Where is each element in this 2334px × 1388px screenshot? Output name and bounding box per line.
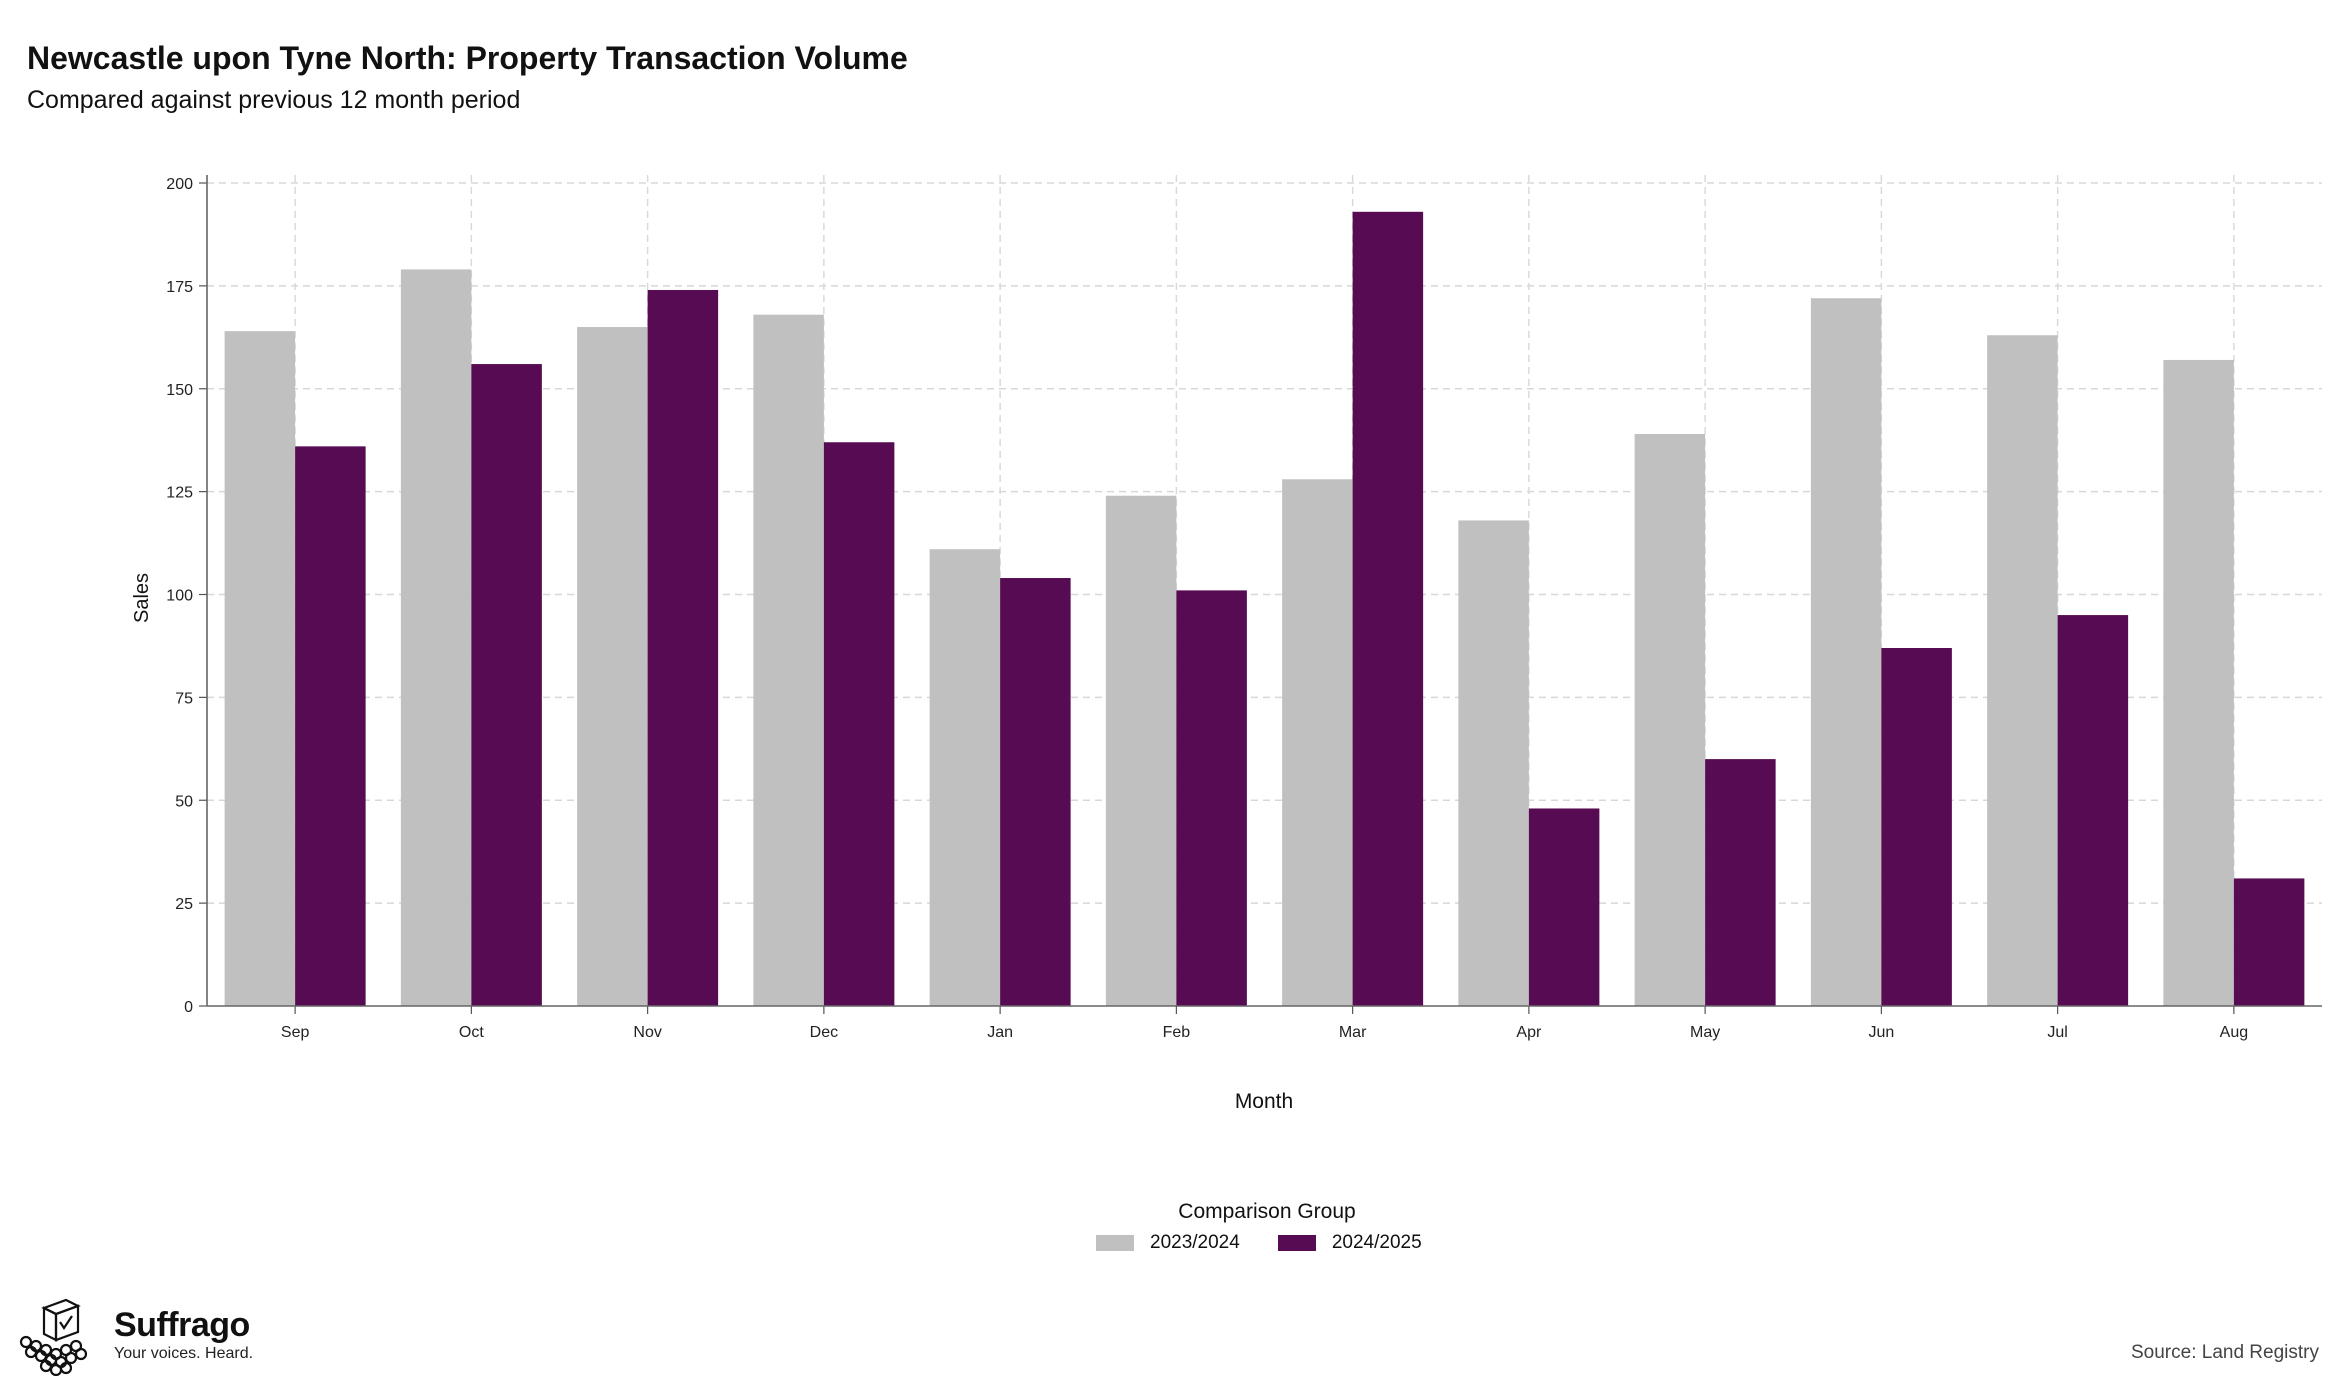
legend-swatch-2024-2025 xyxy=(1277,1235,1316,1251)
chart-title: Newcastle upon Tyne North: Property Tran… xyxy=(27,40,908,76)
y-tick-label: 50 xyxy=(175,793,193,810)
y-tick-label: 175 xyxy=(166,279,193,296)
y-tick-label: 75 xyxy=(175,690,193,707)
legend-item-2023-2024: 2023/2024 xyxy=(1096,1232,1240,1254)
bar-2024-2025-mar xyxy=(1352,211,1424,1006)
bar-2023-2024-jan xyxy=(929,549,1001,1006)
bar-2024-2025-apr xyxy=(1528,808,1600,1006)
legend-label-2024-2025: 2024/2025 xyxy=(1331,1232,1422,1253)
x-tick-labels: Sep Oct Nov Dec Jan Feb Mar Apr May Jun Jul Aug xyxy=(281,1024,2248,1041)
x-axis-label: Month xyxy=(1235,1090,1293,1113)
bar-2023-2024-aug xyxy=(2163,359,2234,1006)
y-tick-labels: 0 25 50 75 100 125 150 175 200 xyxy=(166,176,193,1016)
bar-2024-2025-nov xyxy=(647,289,719,1006)
x-tick-label: Jan xyxy=(987,1024,1013,1041)
x-tick-label: Jun xyxy=(1868,1024,1894,1041)
axes xyxy=(199,175,2322,1014)
bar-2024-2025-dec xyxy=(823,442,895,1006)
x-tick-label: Sep xyxy=(281,1024,310,1041)
bar-2023-2024-oct xyxy=(400,269,472,1006)
x-tick-label: Jul xyxy=(2047,1024,2067,1041)
ballot-box-icon xyxy=(19,1298,88,1376)
x-tick-label: Oct xyxy=(459,1024,484,1041)
brand-logo: Suffrago Your voices. Heard. xyxy=(14,1296,253,1376)
legend-item-2024-2025: 2024/2025 xyxy=(1277,1232,1422,1254)
x-tick-label: Apr xyxy=(1516,1024,1542,1041)
bar-2024-2025-oct xyxy=(471,364,542,1006)
bar-2023-2024-dec xyxy=(753,314,824,1006)
brand-tagline: Your voices. Heard. xyxy=(114,1345,254,1362)
x-tick-label: Feb xyxy=(1163,1024,1191,1041)
bar-2024-2025-jul xyxy=(2057,615,2129,1006)
bar-2023-2024-mar xyxy=(1282,479,1353,1006)
x-tick-label: Dec xyxy=(810,1024,838,1041)
bar-2024-2025-sep xyxy=(295,446,366,1006)
bar-2023-2024-nov xyxy=(577,327,648,1006)
source-note: Source: Land Registry xyxy=(2131,1342,2319,1363)
bar-2024-2025-jun xyxy=(1881,647,1952,1006)
legend-label-2023-2024: 2023/2024 xyxy=(1150,1232,1240,1253)
bar-chart: 0 25 50 75 100 125 150 175 200 Sep Oct Nov Dec Jan Fe… xyxy=(131,175,2322,1113)
bar-2023-2024-sep xyxy=(224,331,296,1006)
bar-2024-2025-feb xyxy=(1176,590,1247,1006)
legend: 2023/2024 2024/2025 xyxy=(1096,1232,1460,1254)
x-tick-label: Nov xyxy=(633,1024,661,1041)
bar-2024-2025-aug xyxy=(2233,878,2305,1006)
chart-subtitle: Compared against previous 12 month perio… xyxy=(27,86,521,114)
bars xyxy=(224,211,2305,1007)
y-tick-label: 125 xyxy=(166,485,193,502)
y-tick-label: 200 xyxy=(166,176,193,193)
y-tick-label: 100 xyxy=(166,588,193,605)
legend-title: Comparison Group xyxy=(1178,1200,1356,1223)
x-tick-label: Aug xyxy=(2220,1024,2248,1041)
bar-2023-2024-may xyxy=(1634,434,1706,1006)
x-tick-label: Mar xyxy=(1339,1024,1367,1041)
x-tick-label: May xyxy=(1690,1024,1720,1041)
bar-2023-2024-jul xyxy=(1987,335,2058,1006)
bar-2023-2024-feb xyxy=(1105,495,1177,1006)
bar-2023-2024-apr xyxy=(1458,520,1529,1006)
bar-2023-2024-jun xyxy=(1810,298,1882,1007)
legend-swatch-2023-2024 xyxy=(1096,1235,1134,1251)
y-tick-label: 150 xyxy=(166,382,193,399)
y-axis-label: Sales xyxy=(131,573,153,623)
y-tick-label: 25 xyxy=(175,896,193,913)
brand-name: Suffrago xyxy=(114,1306,250,1344)
bar-2024-2025-may xyxy=(1705,759,1776,1006)
bar-2024-2025-jan xyxy=(1000,578,1071,1006)
y-tick-label: 0 xyxy=(184,999,193,1016)
